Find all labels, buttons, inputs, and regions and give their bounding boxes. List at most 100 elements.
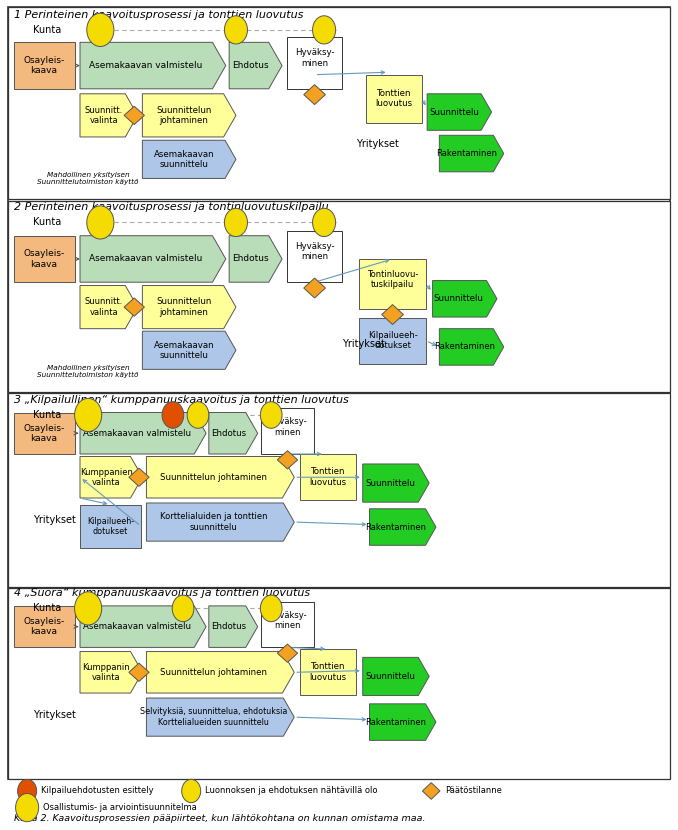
Text: Hyväksy-
minen: Hyväksy- minen [268,611,306,630]
Polygon shape [277,451,298,469]
Polygon shape [382,305,403,325]
FancyBboxPatch shape [8,7,670,779]
Text: Rakentaminen: Rakentaminen [365,523,426,531]
FancyBboxPatch shape [14,236,75,282]
Text: Mahdollinen yksityisen
Suunnittelutoimiston käyttö: Mahdollinen yksityisen Suunnittelutoimis… [37,365,139,378]
Text: Kunta: Kunta [33,603,61,613]
Circle shape [313,208,336,237]
FancyBboxPatch shape [359,259,426,309]
Text: Asemakaavan
suunnittelu: Asemakaavan suunnittelu [154,340,214,360]
Circle shape [18,779,37,803]
Text: Kunta: Kunta [33,217,61,227]
Polygon shape [370,509,436,545]
Text: 1 Perinteinen kaavoitusprosessi ja tonttien luovutus: 1 Perinteinen kaavoitusprosessi ja tontt… [14,10,303,20]
Text: N: N [170,411,176,419]
FancyBboxPatch shape [8,588,670,779]
Text: Asemakaavan valmistelu: Asemakaavan valmistelu [89,61,203,70]
Text: Kunta: Kunta [33,410,61,420]
Text: Mahdollinen yksityisen
Suunnittelutoimiston käyttö: Mahdollinen yksityisen Suunnittelutoimis… [37,172,139,185]
Text: 2 Perinteinen kaavoitusprosessi ja tontinluovutuskilpailu: 2 Perinteinen kaavoitusprosessi ja tonti… [14,203,328,212]
Polygon shape [80,42,226,89]
Polygon shape [363,657,429,696]
Polygon shape [80,606,206,647]
Text: Kumppanien
valinta: Kumppanien valinta [80,467,132,487]
Polygon shape [142,331,236,369]
Polygon shape [427,94,492,130]
Text: Suunnittelun
johtaminen: Suunnittelun johtaminen [157,105,212,125]
Text: Hyväksy-
minen: Hyväksy- minen [268,417,306,437]
Text: Asemakaavan valmistelu: Asemakaavan valmistelu [89,255,203,263]
Text: N: N [195,411,201,419]
Text: Asemakaavan
suunnittelu: Asemakaavan suunnittelu [154,149,214,169]
Polygon shape [363,464,429,502]
Polygon shape [146,698,294,736]
Text: Ehdotus: Ehdotus [212,622,247,631]
Text: Selvityksiä, suunnittelua, ehdotuksia
Korttelialueiden suunnittelu: Selvityksiä, suunnittelua, ehdotuksia Ko… [140,707,287,727]
FancyBboxPatch shape [261,408,314,454]
Polygon shape [80,652,142,693]
Polygon shape [370,704,436,740]
Circle shape [16,793,39,822]
Polygon shape [304,278,325,298]
Text: Yritykset: Yritykset [33,710,75,720]
Text: Kumppanin
valinta: Kumppanin valinta [82,662,130,682]
Text: N: N [233,218,239,227]
Circle shape [260,402,282,428]
Polygon shape [229,236,282,282]
FancyBboxPatch shape [8,7,670,199]
Text: Kilpailueeh-
dotukset: Kilpailueeh- dotukset [87,516,134,536]
Text: N: N [268,411,275,419]
Polygon shape [124,298,144,316]
Text: Ehdotus: Ehdotus [212,429,247,437]
Polygon shape [209,606,258,647]
Text: Yritykset: Yritykset [342,339,385,349]
Text: Asemakaavan valmistelu: Asemakaavan valmistelu [83,429,191,437]
Text: Tontinluovu-
tuskilpailu: Tontinluovu- tuskilpailu [367,270,418,290]
Text: Yritykset: Yritykset [356,139,399,149]
Polygon shape [209,413,258,454]
FancyBboxPatch shape [287,231,342,282]
Text: Rakentaminen: Rakentaminen [365,718,426,726]
Text: Osayleis-
kaava: Osayleis- kaava [24,249,64,269]
Text: Suunnittelun johtaminen: Suunnittelun johtaminen [160,668,267,676]
FancyBboxPatch shape [8,393,670,587]
Text: Korttelialuiden ja tonttien
suunnittelu: Korttelialuiden ja tonttien suunnittelu [160,512,267,532]
Text: Tonttien
luovutus: Tonttien luovutus [310,662,346,681]
Text: Suunnittelu: Suunnittelu [433,295,483,303]
Polygon shape [146,457,294,498]
Text: Ehdotus: Ehdotus [232,255,269,263]
Text: N: N [268,604,275,613]
FancyBboxPatch shape [359,318,426,364]
Polygon shape [142,286,236,329]
FancyBboxPatch shape [14,413,75,454]
Text: Kuva 2. Kaavoitusprosessien pääpiirteet, kun lähtökohtana on kunnan omistama maa: Kuva 2. Kaavoitusprosessien pääpiirteet,… [14,814,425,823]
Text: N: N [321,218,327,227]
Polygon shape [80,413,206,454]
Text: Suunnittelun johtaminen: Suunnittelun johtaminen [160,473,267,481]
Text: OAS: OAS [79,411,97,419]
Text: Osayleis-
kaava: Osayleis- kaava [24,56,64,76]
Circle shape [313,16,336,44]
Polygon shape [129,468,149,486]
Text: Osayleis-
kaava: Osayleis- kaava [24,617,64,637]
Polygon shape [142,140,236,178]
Text: N: N [321,26,327,34]
Text: OAS: OAS [92,218,109,227]
Text: N: N [188,787,195,795]
Circle shape [75,592,102,625]
FancyBboxPatch shape [14,606,75,647]
Polygon shape [80,94,138,137]
FancyBboxPatch shape [366,75,422,123]
Text: Suunnitt.
valinta: Suunnitt. valinta [85,105,123,125]
Text: Tonttien
luovutus: Tonttien luovutus [310,467,346,486]
FancyBboxPatch shape [261,602,314,647]
Polygon shape [129,663,149,681]
Circle shape [187,402,209,428]
Text: N: N [24,787,31,795]
Circle shape [224,208,247,237]
Text: Kunta: Kunta [33,25,61,35]
Text: Suunnittelu: Suunnittelu [365,479,415,487]
Text: Rakentaminen: Rakentaminen [436,149,497,158]
Text: Hyväksy-
minen: Hyväksy- minen [295,242,334,261]
Polygon shape [80,236,226,282]
